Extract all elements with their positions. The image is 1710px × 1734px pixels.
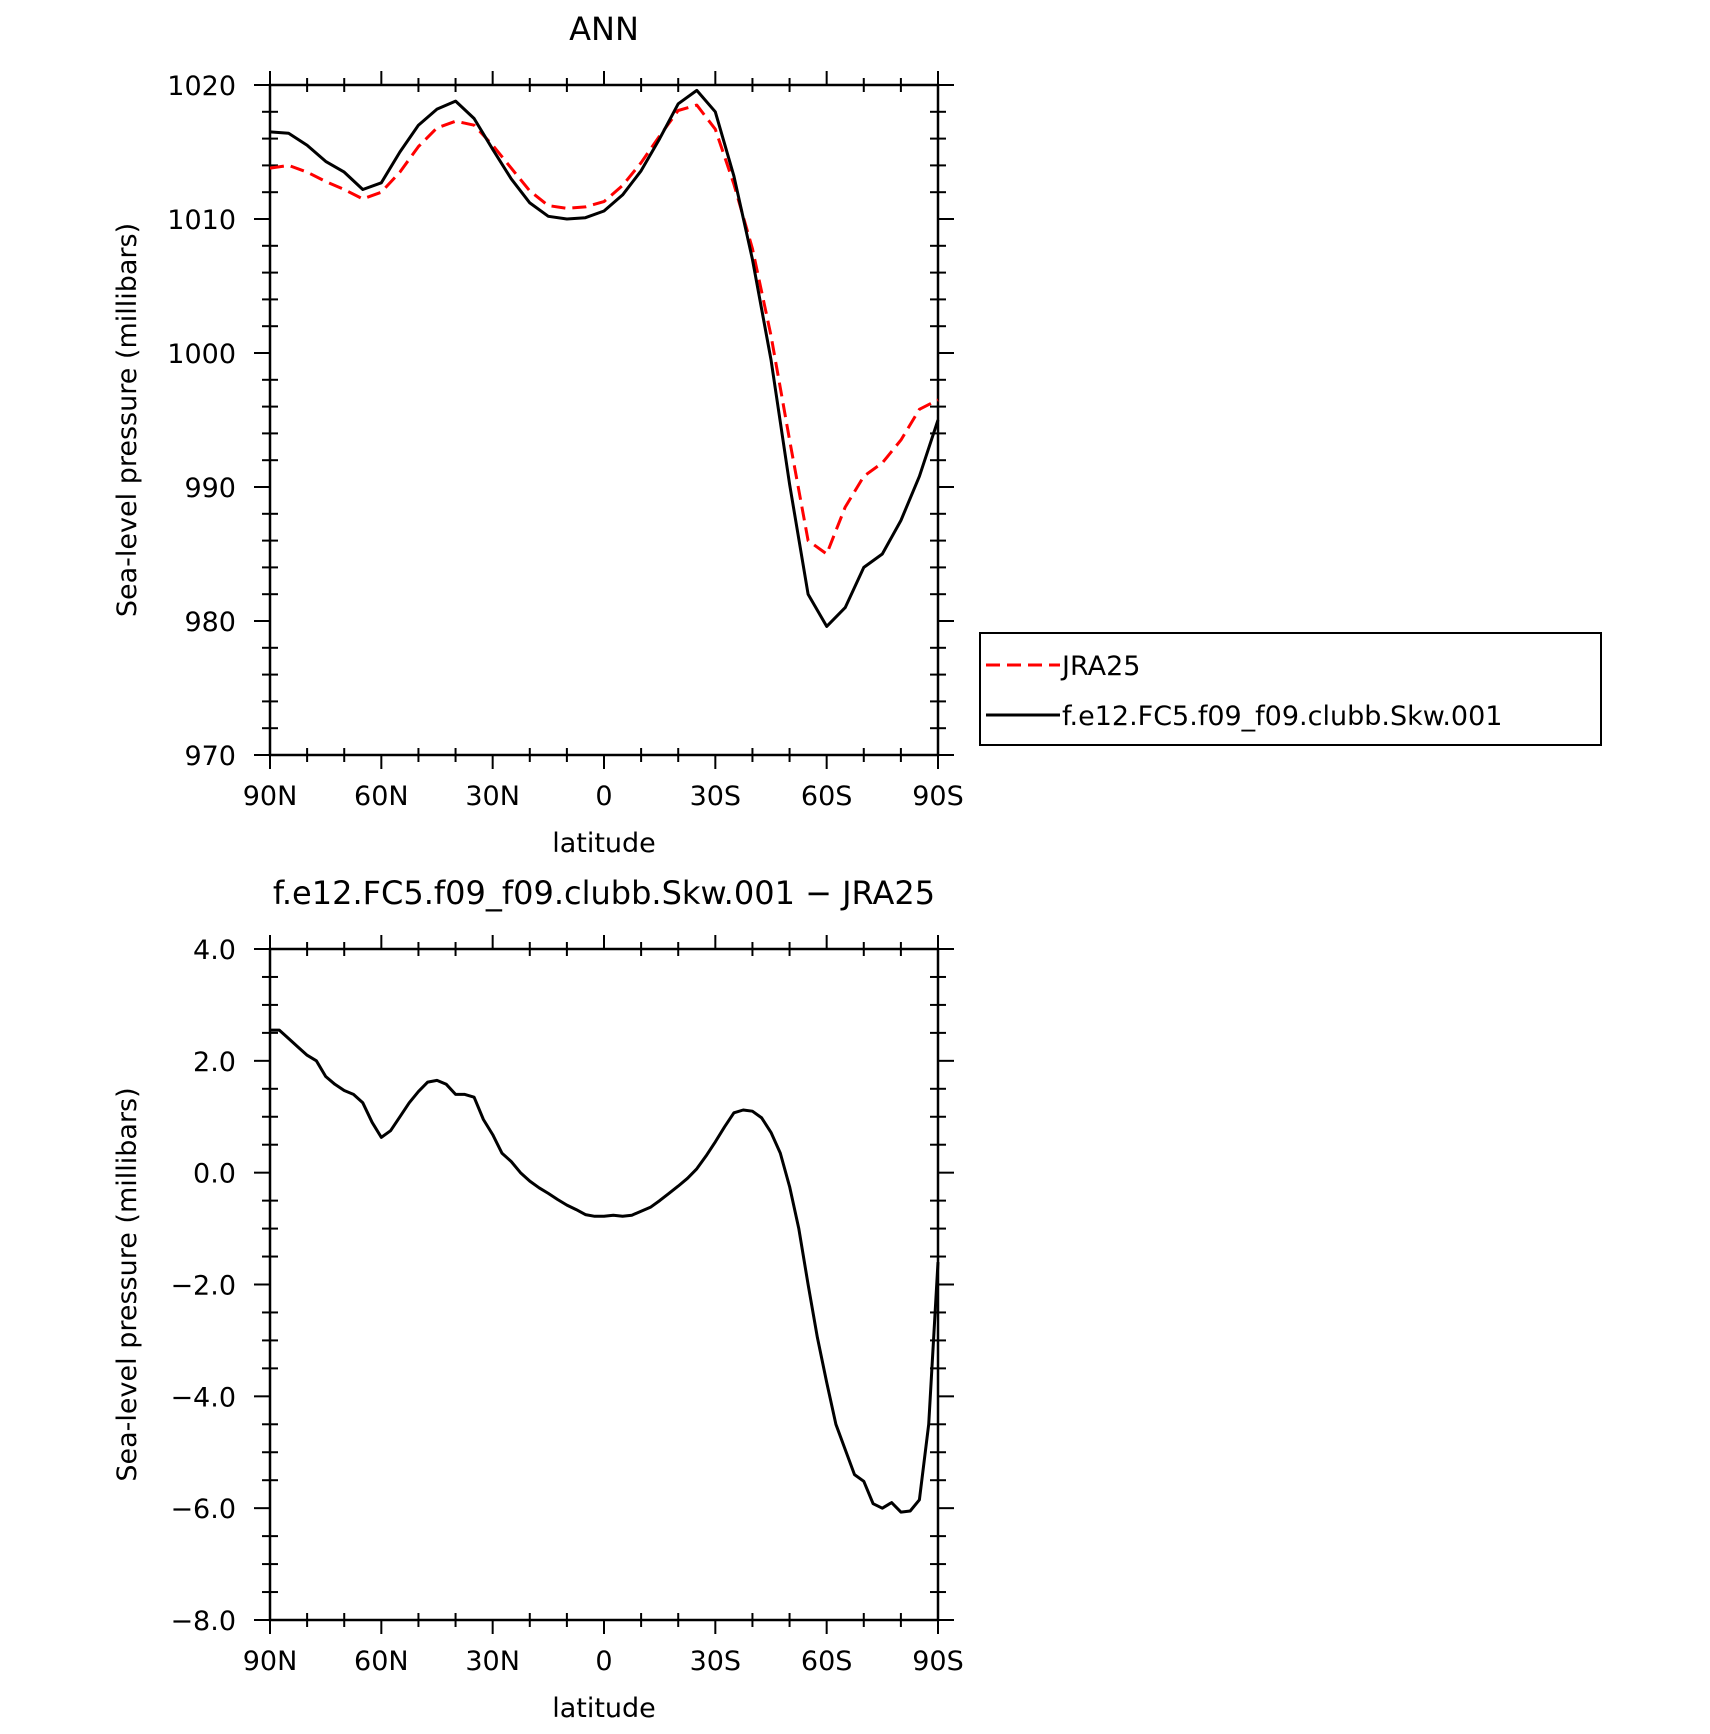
x-tick-label: 90N — [243, 781, 298, 812]
x-axis-label: latitude — [552, 1693, 656, 1724]
x-tick-label: 0 — [595, 781, 612, 812]
y-tick-label: 4.0 — [193, 935, 236, 966]
x-axis-label: latitude — [552, 828, 656, 859]
x-tick-label: 60S — [801, 1646, 853, 1677]
legend-box — [979, 632, 1602, 746]
legend-label: JRA25 — [1060, 651, 1140, 682]
x-tick-label: 90N — [243, 1646, 298, 1677]
plot-frame — [268, 947, 940, 1622]
series-line-jra25 — [269, 103, 939, 556]
x-tick-label: 30S — [690, 1646, 742, 1677]
x-tick-label: 0 — [595, 1646, 612, 1677]
top-panel: ANN 90N 60N 30N 0 30S 60S 90S 1020 1010 1000 990 980… — [112, 10, 1602, 859]
y-axis-label: Sea-level pressure (millibars) — [112, 223, 143, 617]
chart-title: f.e12.FC5.f09_f09.clubb.Skw.001 − JRA25 — [273, 874, 935, 912]
x-tick-label: 90S — [912, 1646, 964, 1677]
y-tick-label: 980 — [184, 607, 236, 638]
series-line-difference — [270, 1028, 940, 1514]
chart-title: ANN — [569, 10, 639, 48]
x-tick-label: 30N — [465, 781, 520, 812]
x-tick-label: 60N — [354, 781, 409, 812]
y-tick-label: 1020 — [167, 71, 236, 102]
x-tick-label: 90S — [912, 781, 964, 812]
y-tick-label: −2.0 — [170, 1271, 236, 1302]
y-tick-label: 2.0 — [193, 1047, 236, 1078]
bottom-panel: f.e12.FC5.f09_f09.clubb.Skw.001 − JRA25 9… — [112, 874, 964, 1724]
y-tick-label: −8.0 — [170, 1606, 236, 1637]
y-tick-label: 990 — [184, 473, 236, 504]
x-tick-label: 30S — [690, 781, 742, 812]
y-axis-label: Sea-level pressure (millibars) — [112, 1087, 143, 1481]
x-tick-label: 60S — [801, 781, 853, 812]
legend: JRA25 f.e12.FC5.f09_f09.clubb.Skw.001 — [979, 632, 1602, 746]
y-tick-label: 1010 — [167, 205, 236, 236]
y-tick-label: 970 — [184, 741, 236, 772]
x-tick-label: 30N — [465, 1646, 520, 1677]
y-tick-label: −6.0 — [170, 1494, 236, 1525]
series-line-f-e12-fc5-f09-f09-clubb-skw-001 — [269, 88, 940, 628]
y-tick-label: 0.0 — [193, 1159, 236, 1190]
y-tick-label: 1000 — [167, 339, 236, 370]
x-tick-label: 60N — [354, 1646, 409, 1677]
legend-label: f.e12.FC5.f09_f09.clubb.Skw.001 — [1062, 701, 1502, 732]
y-tick-label: −4.0 — [170, 1382, 236, 1413]
